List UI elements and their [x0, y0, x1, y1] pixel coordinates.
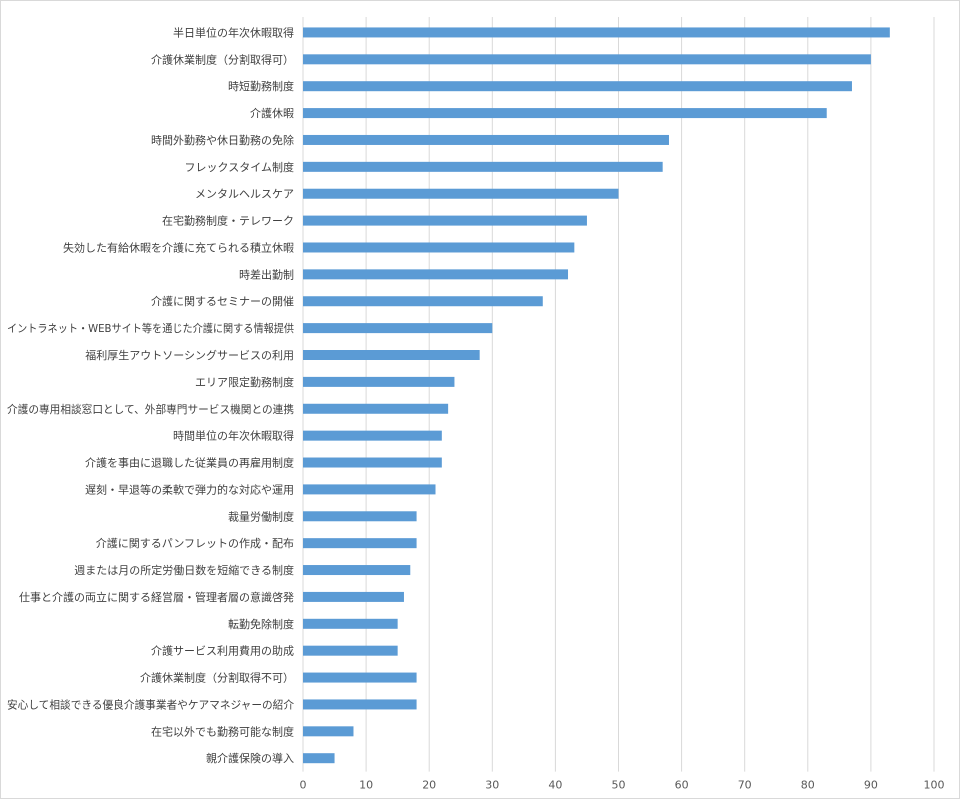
- category-label: 安心して相談できる優良介護事業者やケアマネジャーの紹介: [7, 697, 294, 711]
- bar: [303, 565, 411, 576]
- category-label: 福利厚生アウトソーシングサービスの利用: [85, 348, 294, 362]
- x-tick-label: 80: [801, 779, 815, 792]
- bar: [303, 726, 354, 737]
- category-label: 介護休業制度（分割取得不可）: [140, 671, 294, 685]
- category-label: フレックスタイム制度: [185, 160, 294, 174]
- bar: [303, 376, 455, 387]
- bar: [303, 484, 436, 495]
- bar: [303, 188, 619, 199]
- bar: [303, 350, 480, 360]
- bar: [303, 618, 398, 629]
- category-label: エリア限定勤務制度: [195, 375, 294, 389]
- category-label: メンタルヘルスケア: [195, 188, 294, 201]
- bar: [303, 81, 852, 92]
- bar: [303, 134, 669, 145]
- category-label: 介護の専用相談窓口として、外部専門サービス機関との連携: [7, 402, 294, 416]
- bar: [303, 403, 449, 414]
- bar: [303, 591, 404, 602]
- category-label: イントラネット・WEBサイト等を通じた介護に関する情報提供: [7, 321, 294, 335]
- category-label: 介護サービス利用費用の助成: [151, 644, 294, 658]
- bar: [303, 242, 575, 253]
- x-tick-label: 10: [359, 779, 373, 792]
- bar: [303, 538, 417, 549]
- category-label: 在宅勤務制度・テレワーク: [162, 214, 294, 228]
- bar: [303, 215, 587, 226]
- category-label: 介護休暇: [250, 106, 294, 120]
- x-axis-tick-labels: 0 10 20 30 40 50 60 70 80 90 100: [300, 779, 945, 792]
- bar: [303, 108, 827, 119]
- category-label: 時間外勤務や休日勤務の免除: [151, 133, 294, 147]
- category-label: 介護休業制度（分割取得可）: [151, 52, 294, 66]
- bar: [303, 323, 493, 334]
- category-label: 時短勤務制度: [228, 79, 294, 93]
- category-label: 時差出勤制: [239, 267, 294, 281]
- bar: [303, 296, 543, 307]
- x-tick-label: 30: [485, 779, 499, 792]
- category-label: 親介護保険の導入: [206, 751, 294, 765]
- category-label: 介護に関するパンフレットの作成・配布: [96, 536, 294, 550]
- gridlines: [302, 17, 935, 772]
- category-label: 介護に関するセミナーの開催: [151, 294, 294, 308]
- bar: [303, 161, 663, 172]
- x-tick-label: 100: [924, 779, 945, 792]
- bar: [303, 699, 417, 710]
- x-tick-label: 40: [548, 779, 562, 792]
- x-tick-label: 90: [864, 779, 878, 792]
- category-label: 裁量労働制度: [228, 509, 294, 523]
- bar: [303, 269, 569, 280]
- x-tick-label: 50: [612, 779, 626, 792]
- bar: [303, 753, 335, 764]
- category-label: 介護を事由に退職した従業員の再雇用制度: [85, 456, 294, 470]
- category-label: 失効した有給休暇を介護に充てられる積立休暇: [63, 240, 294, 254]
- bar: [303, 645, 398, 656]
- category-label: 仕事と介護の両立に関する経営層・管理者層の意識啓発: [19, 590, 294, 604]
- x-tick-label: 60: [675, 779, 689, 792]
- bar: [303, 27, 890, 38]
- bar: [303, 511, 417, 522]
- bars: [303, 27, 890, 764]
- x-tick-label: 0: [300, 779, 307, 792]
- x-tick-label: 70: [738, 779, 752, 792]
- x-tick-label: 20: [422, 779, 436, 792]
- category-label: 転勤免除制度: [228, 617, 294, 631]
- category-label: 時間単位の年次休暇取得: [173, 429, 294, 443]
- category-label: 在宅以外でも勤務可能な制度: [151, 724, 294, 738]
- category-label: 週または月の所定労働日数を短縮できる制度: [74, 563, 294, 577]
- bar: [303, 54, 871, 65]
- category-label: 遅刻・早退等の柔軟で弾力的な対応や運用: [85, 482, 294, 496]
- bar: [303, 672, 417, 683]
- bar: [303, 430, 442, 441]
- bar: [303, 457, 442, 468]
- category-label: 半日単位の年次休暇取得: [173, 25, 294, 39]
